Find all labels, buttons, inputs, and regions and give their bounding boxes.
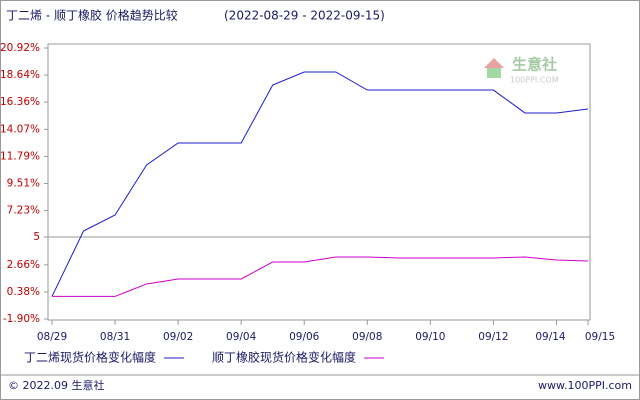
x-tick-label: 08/29 [37,331,67,343]
y-tick-label: 11.79% [0,150,40,162]
watermark-logo [484,58,504,68]
x-tick-label: 09/02 [163,331,193,343]
x-tick-label: 09/15 [585,331,615,343]
x-tick-label: 09/04 [226,331,257,343]
x-tick-label: 08/31 [100,331,130,343]
series-line [51,71,589,297]
watermark-logo [487,68,501,78]
legend-label: 丁二烯现货价格变化幅度 [24,350,156,365]
y-tick-label: 20.92% [0,42,40,54]
watermark-name: 生意社 [512,56,557,74]
y-tick-label: 7.23% [7,205,40,217]
chart-subtitle: (2022-08-29 - 2022-09-15) [224,9,385,23]
chart-title: 丁二烯 - 顺丁橡胶 价格趋势比较 [6,8,178,23]
y-tick-label: 5 [33,231,40,243]
x-tick-label: 09/14 [535,331,566,343]
x-tick-label: 09/12 [478,331,508,343]
y-tick-label: 0.38% [7,286,40,298]
footer-right: www.100PPI.com [538,379,632,392]
legend-label: 顺丁橡胶现货价格变化幅度 [212,350,356,365]
y-tick-label: 16.36% [0,96,40,108]
plot-area [47,43,591,321]
y-tick-label: 9.51% [7,178,40,190]
x-tick-label: 09/08 [352,331,382,343]
y-tick-label: 14.07% [0,123,40,135]
watermark: 生意社 100PPI.COM [484,56,559,85]
y-tick-label: 18.64% [0,69,40,81]
y-tick-label: -1.90% [3,313,40,325]
series-line [52,256,589,297]
x-tick-label: 09/06 [289,331,320,343]
footer-left: © 2022.09 生意社 [8,378,104,392]
y-tick-label: 2.66% [7,259,40,271]
watermark-site: 100PPI.COM [510,76,559,85]
x-tick-label: 09/10 [415,331,445,343]
